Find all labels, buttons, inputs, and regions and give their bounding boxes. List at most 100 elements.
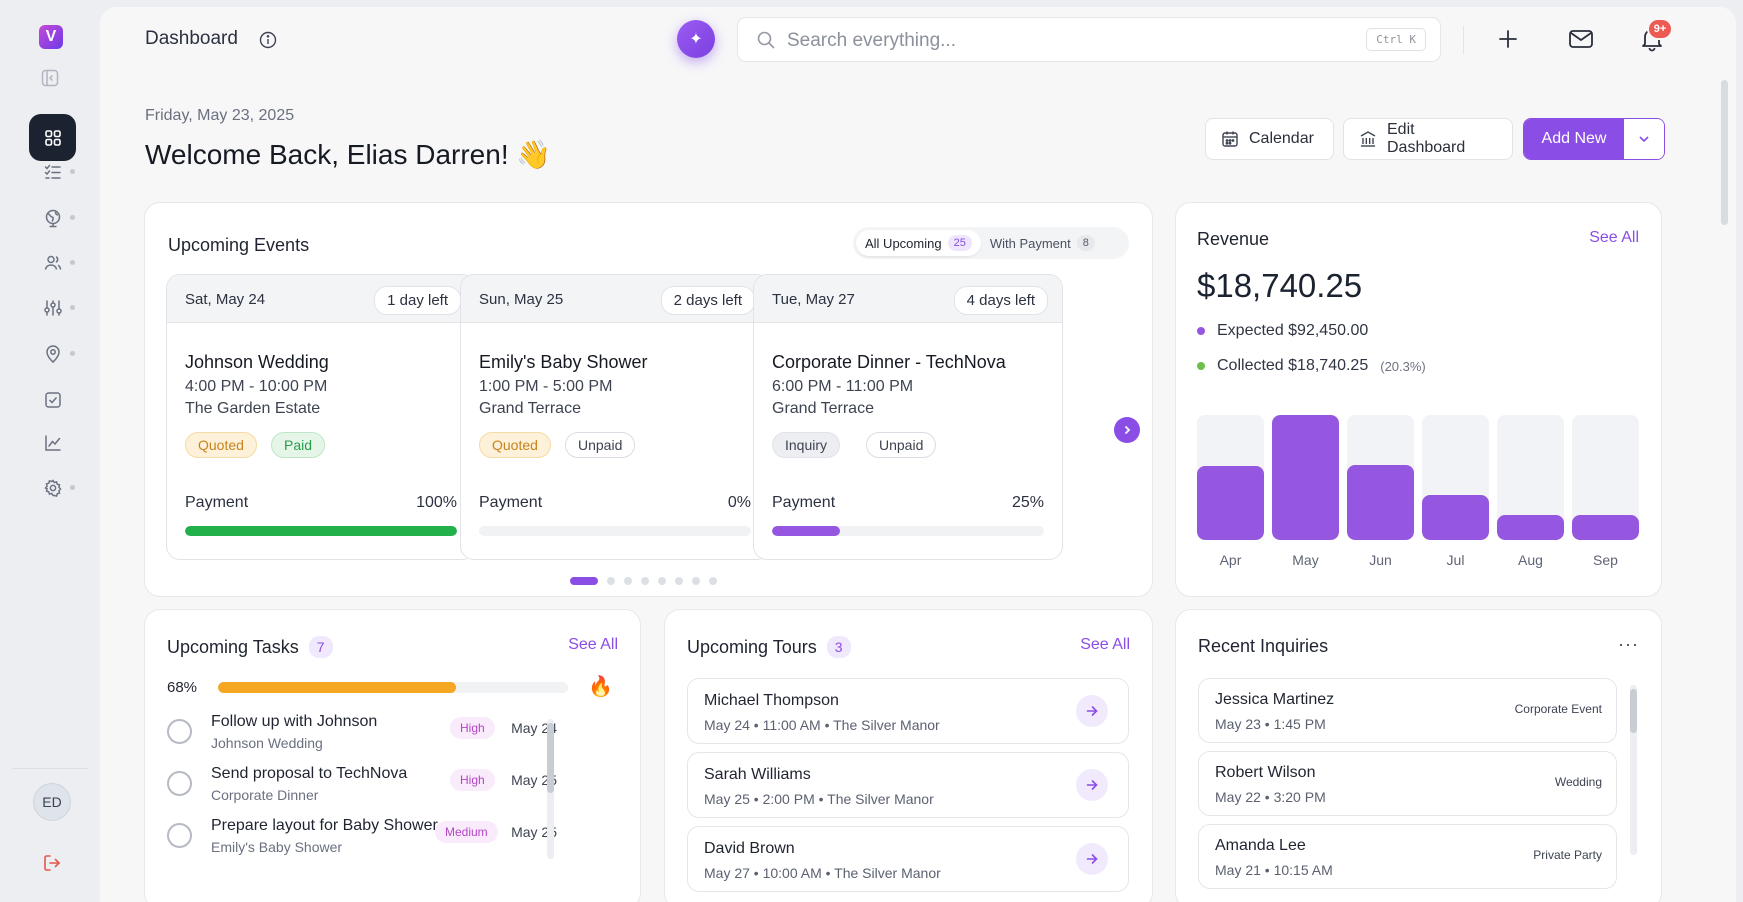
inquiry-item[interactable]: Amanda Lee May 21 • 10:15 AM Private Party [1198, 824, 1617, 889]
open-tour-button[interactable] [1076, 769, 1108, 801]
event-card-header: Sun, May 25 2 days left [461, 275, 769, 323]
sidebar-item-sliders[interactable] [29, 284, 76, 331]
search-input[interactable]: Search everything... [787, 30, 956, 51]
page-title: Dashboard [145, 28, 238, 49]
sidebar-item-settings-gear[interactable] [29, 464, 76, 511]
sidebar-item-globe[interactable] [29, 194, 76, 241]
event-card[interactable]: Tue, May 27 4 days left Corporate Dinner -… [753, 274, 1063, 560]
upcoming-tasks-card: Upcoming Tasks 7 See All 68% 🔥 Follow up … [144, 609, 641, 902]
plus-icon[interactable] [1497, 28, 1519, 50]
tasks-see-all-link[interactable]: See All [568, 636, 618, 653]
task-checkbox[interactable] [167, 719, 192, 744]
bar-value [1497, 515, 1564, 540]
payment-label: Payment [772, 494, 836, 511]
carousel-dot[interactable] [624, 577, 632, 585]
sidebar-item-checkbox[interactable] [29, 376, 76, 423]
days-left-badge: 1 day left [374, 286, 461, 315]
inquiry-item[interactable]: Jessica Martinez May 23 • 1:45 PM Corporat… [1198, 678, 1617, 743]
tab-all-upcoming[interactable]: All Upcoming 25 [856, 230, 981, 256]
carousel-dot[interactable] [641, 577, 649, 585]
sidebar-item-dashboard-grid[interactable] [29, 114, 76, 161]
bar-sep[interactable] [1572, 415, 1639, 540]
tasks-scrollbar[interactable] [547, 719, 554, 859]
analytics-chart-icon [43, 433, 63, 453]
open-tour-button[interactable] [1076, 695, 1108, 727]
revenue-see-all-link[interactable]: See All [1589, 229, 1639, 246]
event-card[interactable]: Sun, May 25 2 days left Emily's Baby Showe… [460, 274, 770, 560]
fire-icon: 🔥 [588, 676, 613, 698]
sidebar-indicator-dot [70, 169, 75, 174]
app-logo[interactable]: V [39, 25, 63, 49]
carousel-dot[interactable] [675, 577, 683, 585]
task-event: Corporate Dinner [211, 787, 319, 803]
event-card-header: Tue, May 27 4 days left [754, 275, 1062, 323]
tasks-scroll-thumb[interactable] [547, 723, 554, 793]
more-options-icon[interactable]: ··· [1618, 634, 1639, 654]
tours-see-all-link[interactable]: See All [1080, 636, 1130, 653]
task-event: Johnson Wedding [211, 735, 323, 751]
event-venue: The Garden Estate [185, 400, 321, 417]
add-new-split-button[interactable]: Add New [1523, 118, 1665, 160]
calendar-button[interactable]: Calendar [1205, 118, 1334, 160]
mail-icon[interactable] [1568, 28, 1594, 50]
task-checkbox[interactable] [167, 771, 192, 796]
sidebar-indicator-dot [70, 351, 75, 356]
building-icon [1359, 130, 1377, 148]
event-date: Sat, May 24 [185, 291, 266, 308]
task-date: May 24 [511, 720, 557, 736]
tour-item[interactable]: Sarah Williams May 25 • 2:00 PM • The Sil… [687, 752, 1129, 818]
chevron-right-icon [1121, 424, 1133, 436]
event-name: Corporate Dinner - TechNova [772, 352, 1006, 372]
tour-details: May 27 • 10:00 AM • The Silver Manor [704, 865, 941, 881]
collapse-sidebar-icon[interactable] [40, 68, 60, 88]
open-tour-button[interactable] [1076, 843, 1108, 875]
status-tag: Inquiry [772, 432, 841, 458]
carousel-dot[interactable] [570, 577, 598, 585]
sidebar-item-users[interactable] [29, 239, 76, 286]
bar-jul[interactable] [1422, 415, 1489, 540]
carousel-dot[interactable] [658, 577, 666, 585]
sidebar-item-analytics-chart[interactable] [29, 419, 76, 466]
tour-item[interactable]: David Brown May 27 • 10:00 AM • The Silve… [687, 826, 1129, 892]
tour-item[interactable]: Michael Thompson May 24 • 11:00 AM • The … [687, 678, 1129, 744]
tours-title: Upcoming Tours [687, 636, 817, 657]
inquiries-title: Recent Inquiries [1198, 636, 1329, 656]
tab-count: 8 [1076, 235, 1095, 251]
task-checkbox[interactable] [167, 823, 192, 848]
info-icon[interactable] [258, 30, 278, 50]
inquiry-name: Amanda Lee [1215, 837, 1306, 854]
edit-dashboard-button[interactable]: Edit Dashboard [1343, 118, 1513, 160]
bar-may[interactable] [1272, 415, 1339, 540]
bar-jun[interactable] [1347, 415, 1414, 540]
upcoming-events-title: Upcoming Events [168, 235, 310, 255]
checkbox-icon [43, 390, 63, 410]
page-scrollbar[interactable] [1721, 80, 1728, 225]
inquiries-scroll-thumb[interactable] [1630, 689, 1637, 733]
inquiry-type: Wedding [1554, 775, 1602, 789]
users-icon [43, 253, 63, 273]
sidebar-item-location-pin[interactable] [29, 330, 76, 377]
carousel-dot[interactable] [607, 577, 615, 585]
payment-percent: 100% [416, 494, 457, 511]
search-bar[interactable]: Search everything... Ctrl K [737, 17, 1441, 62]
bar-label: Sep [1593, 552, 1618, 568]
sidebar-item-task-list[interactable] [29, 148, 76, 195]
avatar[interactable]: ED [33, 783, 71, 821]
logout-icon[interactable] [42, 853, 62, 873]
tours-header: Upcoming Tours 3 [687, 636, 851, 658]
carousel-dot[interactable] [692, 577, 700, 585]
inquiry-date: May 22 • 3:20 PM [1215, 789, 1326, 805]
inquiry-item[interactable]: Robert Wilson May 22 • 3:20 PM Wedding [1198, 751, 1617, 816]
inquiries-scrollbar[interactable] [1630, 685, 1637, 855]
event-card-header: Sat, May 24 1 day left [167, 275, 475, 323]
tour-details: May 24 • 11:00 AM • The Silver Manor [704, 717, 940, 733]
bar-apr[interactable] [1197, 415, 1264, 540]
ai-assistant-button[interactable]: ✦ [677, 20, 715, 58]
bar-aug[interactable] [1497, 415, 1564, 540]
event-card[interactable]: Sat, May 24 1 day left Johnson Wedding 4:00… [166, 274, 476, 560]
next-events-button[interactable] [1114, 417, 1140, 443]
add-new-button[interactable]: Add New [1524, 119, 1624, 159]
tab-with-payment[interactable]: With Payment 8 [981, 230, 1104, 256]
carousel-dot[interactable] [709, 577, 717, 585]
add-new-dropdown[interactable] [1624, 119, 1664, 159]
